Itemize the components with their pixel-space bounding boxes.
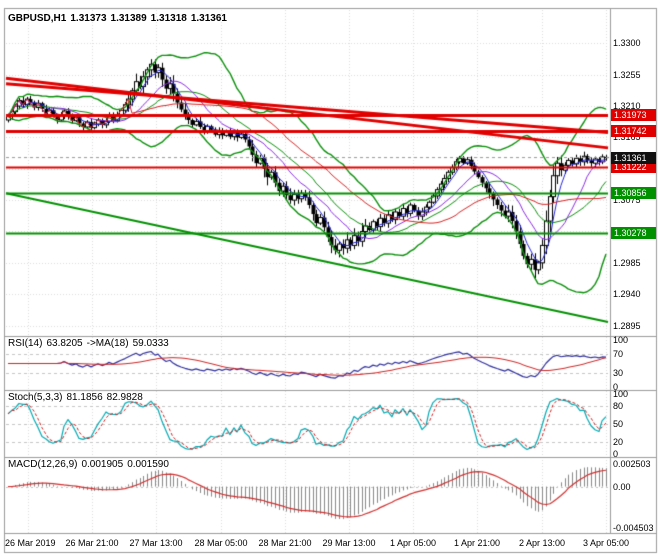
macd-signal-value: 0.001590	[127, 459, 169, 470]
date-label: 2 Apr 13:00	[518, 538, 566, 548]
y-axis-label: 1.3075	[613, 195, 641, 205]
date-label: 29 Mar 13:00	[322, 538, 376, 548]
symbol-timeframe-label: GBPUSD,H1	[8, 13, 67, 24]
price-level-tag: 1.31222	[611, 161, 656, 173]
price-level-tag: 1.30278	[611, 227, 656, 239]
price-level-tag: 1.30856	[611, 187, 656, 199]
date-label: 27 Mar 13:00	[129, 538, 183, 548]
rsi-name: RSI(14)	[8, 338, 43, 349]
stoch-axis-label: 0	[613, 449, 619, 459]
rsi-axis-label: 70	[613, 349, 624, 359]
date-label: 1 Apr 21:00	[453, 538, 501, 548]
stoch-axis-label: 20	[613, 437, 624, 447]
y-axis-label: 1.3255	[613, 70, 641, 80]
stoch-d-value: 82.9828	[106, 392, 143, 403]
date-label: 28 Mar 21:00	[258, 538, 312, 548]
macd-legend: MACD(12,26,9) 0.001905 0.001590	[8, 459, 173, 470]
current-price-tag: 1.31361	[611, 152, 656, 164]
close-value: 1.31361	[190, 13, 227, 24]
y-axis-label: 1.2940	[613, 289, 641, 299]
date-label: 3 Apr 05:00	[582, 538, 630, 548]
symbol-legend: GBPUSD,H1 1.31373 1.31389 1.31318 1.31361	[8, 13, 231, 24]
macd-axis-label: 0.002503	[613, 459, 651, 469]
rsi-axis-label: 30	[613, 368, 624, 378]
rsi-ma-value: 59.0333	[132, 338, 169, 349]
stoch-axis-label: 80	[613, 401, 624, 411]
y-axis-label: 1.3210	[613, 101, 641, 111]
open-value: 1.31373	[70, 13, 107, 24]
y-axis-label: 1.2985	[613, 258, 641, 268]
stoch-name: Stoch(5,3,3)	[8, 392, 63, 403]
date-label: 1 Apr 05:00	[389, 538, 437, 548]
date-label: 26 Mar 2019	[5, 538, 56, 548]
stoch-k-value: 81.1856	[66, 392, 103, 403]
date-label: 26 Mar 21:00	[65, 538, 119, 548]
macd-axis-label: 0.00	[613, 482, 631, 492]
macd-value: 0.001905	[81, 459, 124, 470]
y-axis-label: 1.3165	[613, 132, 641, 142]
stoch-axis-label: 50	[613, 419, 624, 429]
price-level-tag: 1.31973	[611, 109, 656, 121]
rsi-axis-label: 100	[613, 335, 629, 345]
rsi-value: 63.8205	[46, 338, 83, 349]
macd-axis-label: -0.004503	[613, 523, 654, 533]
high-value: 1.31389	[110, 13, 147, 24]
macd-name: MACD(12,26,9)	[8, 459, 78, 470]
y-axis-label: 1.3300	[613, 38, 641, 48]
low-value: 1.31318	[150, 13, 187, 24]
stoch-axis-label: 100	[613, 389, 629, 399]
rsi-axis-label: 0	[613, 382, 619, 392]
rsi-ma-name: ->MA(18)	[86, 338, 129, 349]
rsi-legend: RSI(14) 63.8205 ->MA(18) 59.0333	[8, 338, 173, 349]
stoch-legend: Stoch(5,3,3) 81.1856 82.9828	[8, 392, 147, 403]
y-axis-label: 1.2895	[613, 321, 641, 331]
price-level-tag: 1.31742	[611, 125, 656, 137]
date-label: 28 Mar 05:00	[194, 538, 248, 548]
